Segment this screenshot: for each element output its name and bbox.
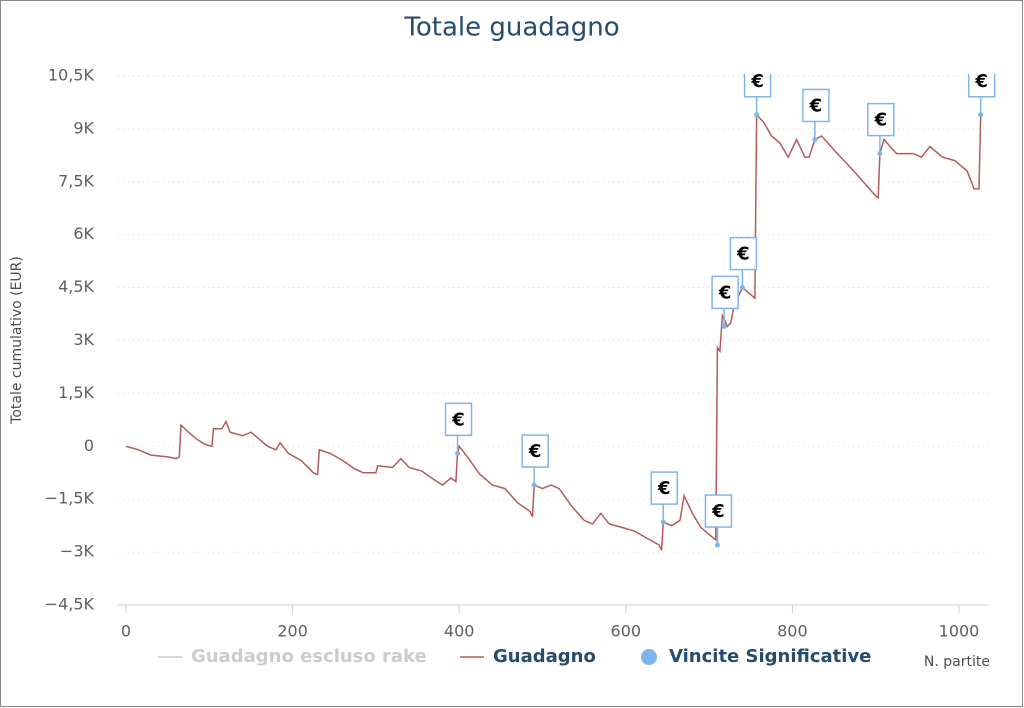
legend-symbol: [641, 649, 657, 665]
flag-point: [978, 112, 984, 118]
flag-box: [867, 102, 895, 137]
line-series: [125, 112, 982, 551]
flag-point: [660, 519, 666, 525]
y-tick-label: 7,5K: [58, 171, 94, 190]
x-axis-title: N. partite: [924, 654, 990, 670]
legend-label: Guadagno: [493, 646, 596, 667]
y-tick-label: 9K: [73, 118, 94, 137]
flag-box: [521, 434, 549, 468]
flag-box: [650, 471, 679, 505]
y-tick-label: 1,5K: [58, 383, 94, 402]
flag-point: [455, 450, 461, 456]
flag-label: €: [809, 95, 823, 116]
flag-label: €: [974, 71, 988, 92]
y-tick-label: 10,5K: [48, 66, 95, 85]
flag-point: [877, 151, 883, 157]
flag-label: €: [874, 110, 888, 131]
flag-point: [714, 542, 720, 548]
y-tick-label: 6K: [73, 224, 94, 243]
chart-title: Totale guadagno: [403, 13, 619, 43]
flag-label: €: [750, 71, 764, 92]
flag-box: [711, 275, 739, 310]
flag-label: €: [451, 409, 465, 430]
flag-box: [802, 88, 830, 123]
flag-box: [704, 494, 733, 528]
y-tick-label: −3K: [60, 542, 95, 561]
x-tick-label: 200: [277, 622, 308, 641]
x-tick-label: 400: [444, 622, 475, 641]
x-tick-label: 1000: [939, 622, 980, 641]
flag-box: [444, 402, 473, 437]
legend-label: Vincite Significative: [669, 646, 871, 667]
flag-box: [743, 74, 772, 98]
flag-label: €: [657, 478, 671, 499]
flag-label: €: [736, 244, 750, 265]
flag-label: €: [711, 501, 725, 522]
flag-point: [754, 112, 760, 118]
x-tick-label: 0: [121, 622, 131, 641]
legend-label: Guadagno escluso rake: [191, 646, 427, 667]
flag-point: [721, 323, 727, 329]
flag-label: €: [528, 441, 542, 462]
y-tick-label: −4,5K: [45, 595, 95, 614]
flag-box: [729, 236, 758, 271]
y-tick-label: 3K: [73, 330, 94, 349]
flag-box: [967, 74, 996, 98]
y-axis-title: Totale cumulativo (EUR): [9, 256, 25, 425]
y-tick-label: 0: [84, 436, 94, 455]
y-tick-label: 4,5K: [58, 277, 94, 296]
flag-point: [812, 136, 818, 142]
x-tick-label: 800: [777, 622, 808, 641]
y-tick-label: −1,5K: [45, 489, 95, 508]
flag-label: €: [718, 282, 732, 303]
flag-point: [739, 285, 745, 291]
flag-point: [531, 482, 537, 488]
plot-area: €€€€€€€€€€: [125, 71, 996, 551]
x-tick-label: 600: [611, 622, 642, 641]
